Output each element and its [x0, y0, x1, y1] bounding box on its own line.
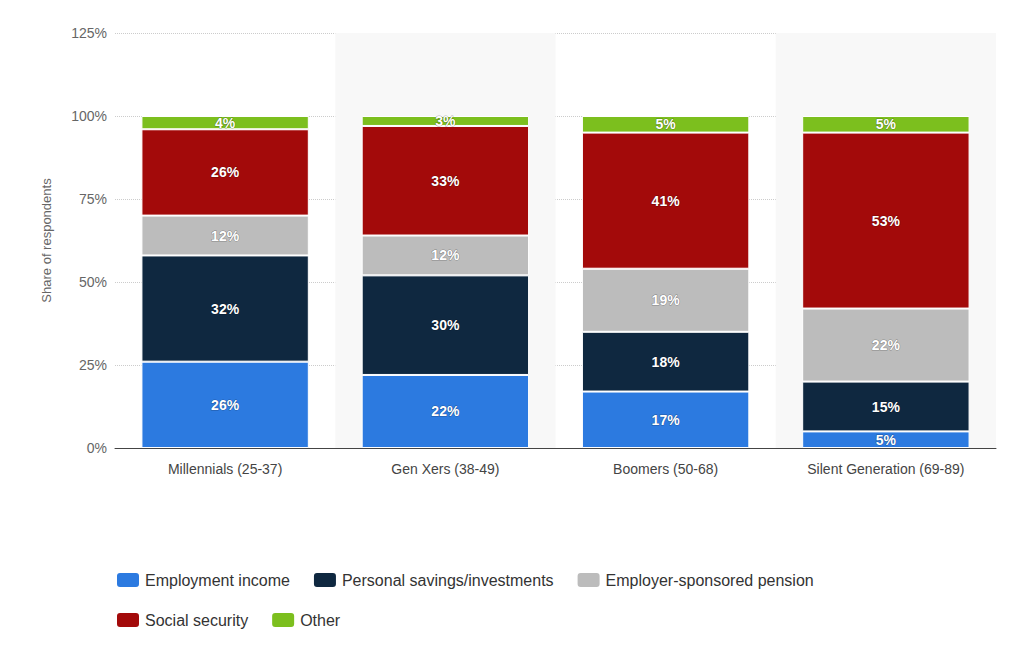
svg-text:Personal savings/investments: Personal savings/investments: [342, 572, 554, 589]
svg-text:Other: Other: [300, 612, 341, 629]
svg-text:Employer-sponsored pension: Employer-sponsored pension: [606, 572, 814, 589]
svg-text:33%: 33%: [431, 173, 460, 189]
svg-text:4%: 4%: [215, 115, 236, 131]
svg-text:22%: 22%: [431, 403, 460, 419]
svg-text:41%: 41%: [652, 193, 681, 209]
svg-text:Silent Generation (69-89): Silent Generation (69-89): [807, 461, 964, 477]
svg-text:53%: 53%: [872, 213, 901, 229]
svg-text:Employment income: Employment income: [145, 572, 290, 589]
svg-text:125%: 125%: [71, 25, 107, 41]
svg-text:0%: 0%: [87, 440, 107, 456]
svg-text:25%: 25%: [79, 357, 107, 373]
svg-text:32%: 32%: [211, 301, 240, 317]
svg-text:75%: 75%: [79, 191, 107, 207]
svg-text:12%: 12%: [211, 228, 240, 244]
svg-text:26%: 26%: [211, 164, 240, 180]
svg-text:5%: 5%: [876, 432, 897, 448]
svg-text:5%: 5%: [876, 116, 897, 132]
svg-text:Share of respondents: Share of respondents: [39, 178, 54, 303]
svg-text:22%: 22%: [872, 337, 901, 353]
svg-text:30%: 30%: [431, 317, 460, 333]
svg-text:100%: 100%: [71, 108, 107, 124]
svg-text:Social security: Social security: [145, 612, 248, 629]
svg-text:26%: 26%: [211, 397, 240, 413]
svg-text:12%: 12%: [431, 247, 460, 263]
svg-text:15%: 15%: [872, 399, 901, 415]
svg-text:Millennials (25-37): Millennials (25-37): [168, 461, 282, 477]
svg-text:18%: 18%: [652, 354, 681, 370]
svg-text:Gen Xers (38-49): Gen Xers (38-49): [391, 461, 499, 477]
svg-text:Boomers (50-68): Boomers (50-68): [613, 461, 718, 477]
svg-text:5%: 5%: [656, 116, 677, 132]
svg-text:50%: 50%: [79, 274, 107, 290]
svg-text:17%: 17%: [652, 412, 681, 428]
svg-text:3%: 3%: [435, 113, 456, 129]
svg-text:19%: 19%: [652, 292, 681, 308]
